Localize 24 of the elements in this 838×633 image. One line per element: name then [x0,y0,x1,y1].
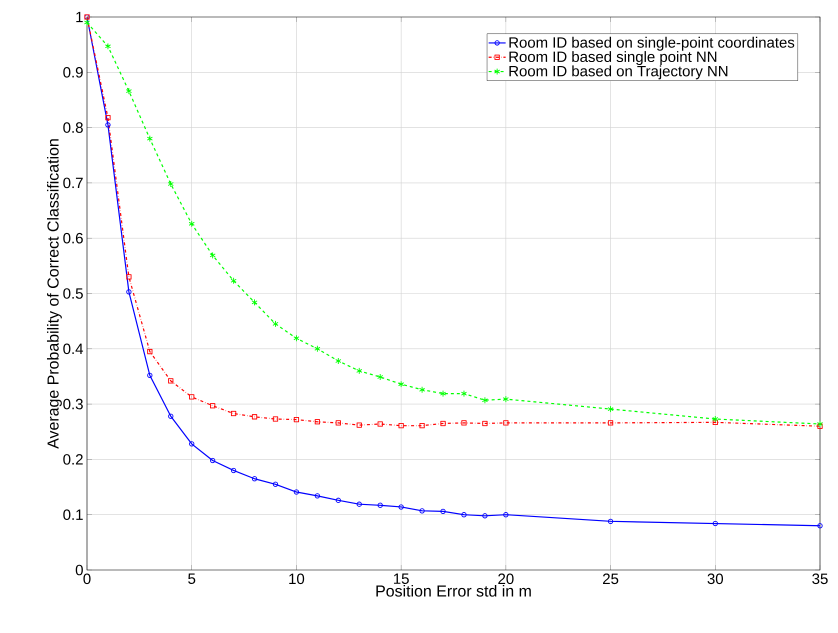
y-tick-label: 0 [76,564,83,576]
x-axis-title: Position Error std in m [376,584,531,597]
y-axis-title: Average Probability of Correct Classification [46,139,62,449]
y-tick-label: 0.9 [63,67,83,78]
legend-label: Room ID based on single-point coordinates [509,36,794,51]
x-tick-label: 15 [394,574,409,584]
x-tick-label: 10 [289,574,304,584]
y-tick-label: 0.3 [63,398,83,410]
y-tick-label: 0.6 [63,232,83,244]
legend-label: Room ID based on Trajectory NN [509,65,728,80]
x-tick-label: 0 [83,574,91,584]
x-tick-label: 20 [498,574,514,584]
y-tick-label: 1 [76,12,83,22]
y-tick-label: 0.7 [63,178,83,188]
x-tick-label: 5 [188,574,196,584]
y-tick-label: 0.2 [63,454,83,465]
y-tick-label: 0.8 [63,122,83,133]
x-tick-label: 30 [708,574,724,584]
legend-label: Room ID based single point NN [509,51,716,66]
y-tick-label: 0.1 [63,509,83,520]
x-tick-label: 25 [603,574,618,584]
x-tick-label: 35 [812,574,828,584]
y-tick-label: 0.4 [63,344,84,354]
y-tick-label: 0.5 [63,288,83,299]
